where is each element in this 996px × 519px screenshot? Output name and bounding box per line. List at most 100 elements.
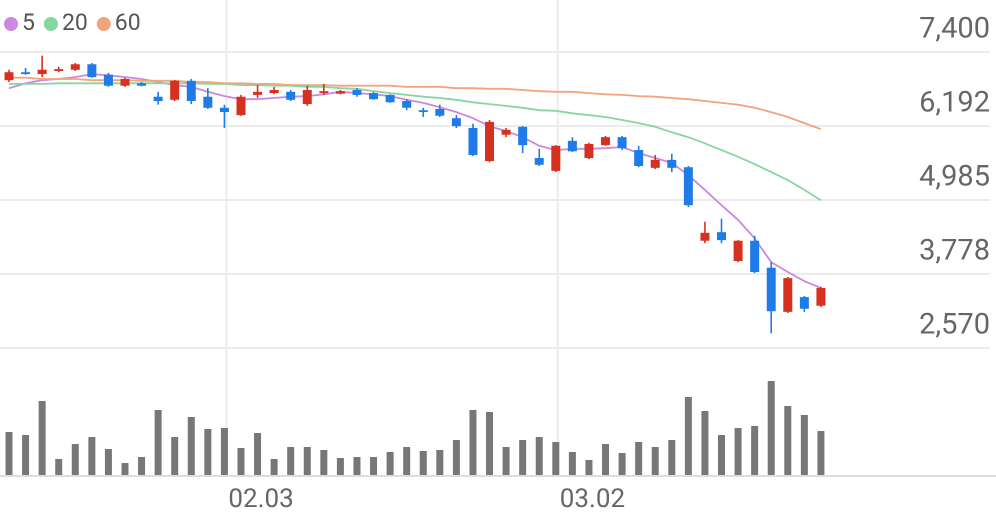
legend-label: 60 [115, 9, 141, 36]
volume-bar [5, 432, 13, 475]
candle-body [435, 108, 445, 116]
volume-bar [784, 406, 792, 475]
volume-bar [734, 428, 742, 475]
volume-bar [618, 453, 626, 475]
volume-bar [204, 429, 212, 475]
volume-bar [171, 437, 179, 475]
volume-bar [568, 452, 576, 475]
volume-bar [154, 410, 162, 475]
volume-bar [22, 435, 30, 475]
volume-bar [55, 459, 63, 475]
candle-body [103, 74, 113, 86]
legend-swatch [4, 17, 18, 31]
candle-body [219, 107, 229, 113]
candle-body [501, 129, 511, 135]
candle-body [534, 158, 544, 165]
volume-bar [88, 437, 96, 475]
legend-swatch [96, 17, 111, 31]
volume-bar [519, 440, 527, 475]
volume-bar [270, 459, 278, 475]
candle-body [667, 159, 677, 168]
volume-bar [71, 444, 79, 475]
volume-bar [535, 437, 543, 475]
candle-body [485, 121, 495, 162]
candle-body [302, 89, 312, 105]
candle-body [418, 110, 428, 113]
candle-body [683, 167, 693, 206]
volume-bar [817, 431, 825, 475]
candle-body [650, 159, 660, 168]
y-tick-label: 4,985 [919, 160, 990, 194]
volume-bar [386, 452, 394, 475]
candle-body [468, 127, 478, 155]
legend-label: 5 [22, 9, 35, 36]
x-tick-label: 03.02 [560, 484, 625, 514]
volume-bar [403, 447, 411, 475]
candle-body [783, 278, 793, 312]
volume-bar [237, 448, 245, 475]
candle-body [601, 137, 611, 146]
candle-body [4, 72, 14, 81]
volume-bar [436, 450, 444, 475]
volume-bar [651, 447, 659, 475]
candle-body [153, 96, 163, 102]
candle-body [551, 145, 561, 171]
candle-body [617, 137, 627, 149]
volume-bar [635, 442, 643, 475]
candle-body [286, 91, 296, 100]
volume-bar [419, 451, 427, 475]
candle-body [21, 72, 31, 75]
volume-bar [800, 415, 808, 475]
candle-body [385, 94, 395, 103]
candle-body [700, 232, 710, 241]
candle-body [87, 64, 97, 78]
volume-bar [121, 463, 129, 475]
candle-body [750, 240, 760, 273]
x-tick-label: 02.03 [228, 484, 293, 514]
candle-body [186, 80, 196, 102]
ma-line [9, 76, 822, 131]
candle-body [816, 287, 826, 306]
candle-body [37, 69, 47, 75]
candle-body [766, 267, 776, 312]
volume-bar [104, 449, 112, 475]
candle-body [319, 91, 329, 94]
volume-bar [552, 442, 560, 475]
candle-body [567, 140, 577, 152]
candle-body [369, 93, 379, 100]
candle-body [733, 240, 743, 261]
volume-bar [303, 447, 311, 475]
volume-bar [602, 444, 610, 475]
candle-body [518, 126, 528, 146]
candle-body [269, 89, 279, 94]
volume-bar [668, 440, 676, 475]
volume-bar [684, 397, 692, 475]
volume-bar [254, 433, 262, 475]
volume-bar [452, 440, 460, 475]
candle-body [54, 69, 64, 71]
y-tick-label: 7,400 [919, 12, 990, 46]
volume-bar [320, 450, 328, 475]
candle-body [120, 78, 130, 86]
candle-body [584, 143, 594, 159]
y-tick-label: 6,192 [919, 86, 990, 120]
volume-bar [469, 410, 477, 475]
candle-body [236, 96, 246, 116]
candle-body [335, 91, 345, 94]
candle-body [799, 297, 809, 309]
volume-bar [287, 447, 295, 475]
volume-bar [718, 435, 726, 475]
candle-body [137, 83, 147, 86]
volume-bar [767, 381, 775, 475]
candle-body [717, 232, 727, 241]
volume-bar [486, 412, 494, 475]
volume-bar [353, 457, 361, 475]
volume-bar [585, 460, 593, 475]
candle-body [253, 91, 263, 95]
y-tick-label: 3,778 [919, 234, 990, 268]
ma-line [8, 73, 822, 289]
volume-bar [370, 457, 378, 475]
volume-bar [701, 411, 709, 475]
legend-label: 20 [62, 9, 88, 36]
